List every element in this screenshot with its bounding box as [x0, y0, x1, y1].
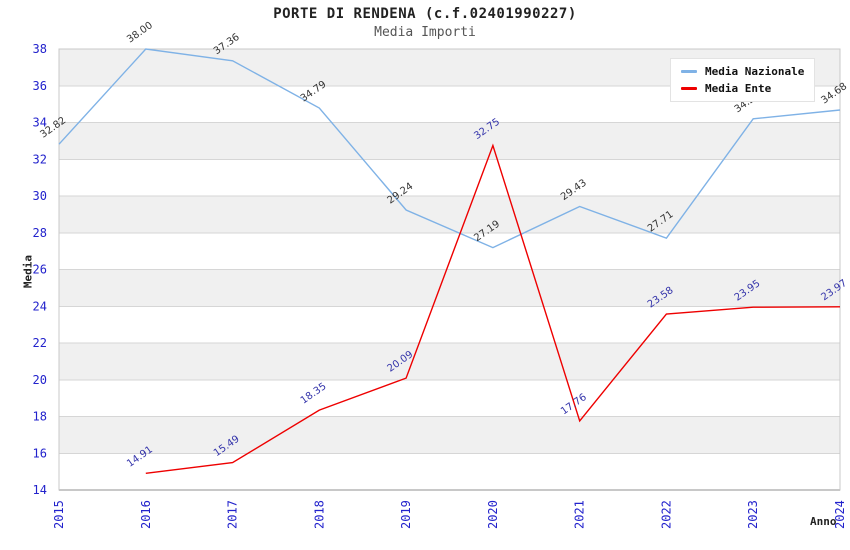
- series-line-media-ente: [145, 143, 841, 474]
- x-tick-label: 2022: [659, 500, 673, 529]
- x-tick-label: 2016: [139, 500, 153, 529]
- y-tick-label: 26: [33, 263, 47, 277]
- y-tick-label: 38: [33, 42, 47, 56]
- x-tick-label: 2024: [833, 500, 847, 529]
- y-tick-label: 34: [33, 116, 47, 130]
- series-line-media-nazionale: [58, 48, 841, 249]
- x-tick-label: 2020: [486, 500, 500, 529]
- legend-label: Media Ente: [705, 82, 772, 95]
- y-tick-label: 36: [33, 79, 47, 93]
- y-tick-label: 18: [33, 410, 47, 424]
- legend-line-swatch-blue: [681, 70, 697, 73]
- y-tick-label: 28: [33, 226, 47, 240]
- y-tick-label: 14: [33, 483, 47, 497]
- legend-item-media-ente: Media Ente: [671, 82, 814, 95]
- x-tick-label: 2017: [226, 500, 240, 529]
- plot-band: [59, 122, 840, 160]
- x-tick-label: 2018: [312, 500, 326, 529]
- y-tick-label: 30: [33, 189, 47, 203]
- data-label: 38.00: [125, 20, 155, 45]
- y-tick-label: 32: [33, 152, 47, 166]
- y-tick-label: 16: [33, 446, 47, 460]
- y-tick-label: 24: [33, 299, 47, 313]
- x-axis-title: Anno: [810, 515, 837, 528]
- plot-band: [59, 196, 840, 233]
- data-label: 18.35: [299, 381, 329, 406]
- legend-label: Media Nazionale: [705, 65, 805, 78]
- x-tick-label: 2021: [573, 500, 587, 529]
- x-tick-label: 2019: [399, 500, 413, 529]
- y-tick-label: 22: [33, 336, 47, 350]
- x-tick-label: 2023: [746, 500, 760, 529]
- chart-subtitle: Media Importi: [374, 25, 476, 40]
- plot-band: [59, 269, 840, 307]
- legend: Media Nazionale Media Ente: [670, 58, 815, 102]
- y-tick-label: 20: [33, 373, 47, 387]
- data-label: 17.76: [559, 392, 589, 417]
- chart-title: PORTE DI RENDENA (c.f.02401990227): [273, 6, 577, 22]
- legend-item-media-nazionale: Media Nazionale: [671, 65, 814, 78]
- plot-band: [59, 416, 840, 454]
- y-axis-title: Media: [21, 254, 35, 289]
- plot-band: [59, 343, 840, 380]
- legend-line-swatch-red: [681, 87, 697, 90]
- x-tick-label: 2015: [52, 500, 66, 529]
